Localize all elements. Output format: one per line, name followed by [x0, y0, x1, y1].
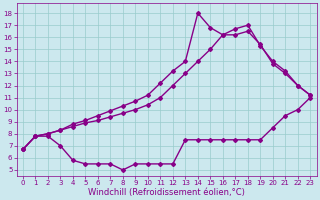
X-axis label: Windchill (Refroidissement éolien,°C): Windchill (Refroidissement éolien,°C) [88, 188, 245, 197]
